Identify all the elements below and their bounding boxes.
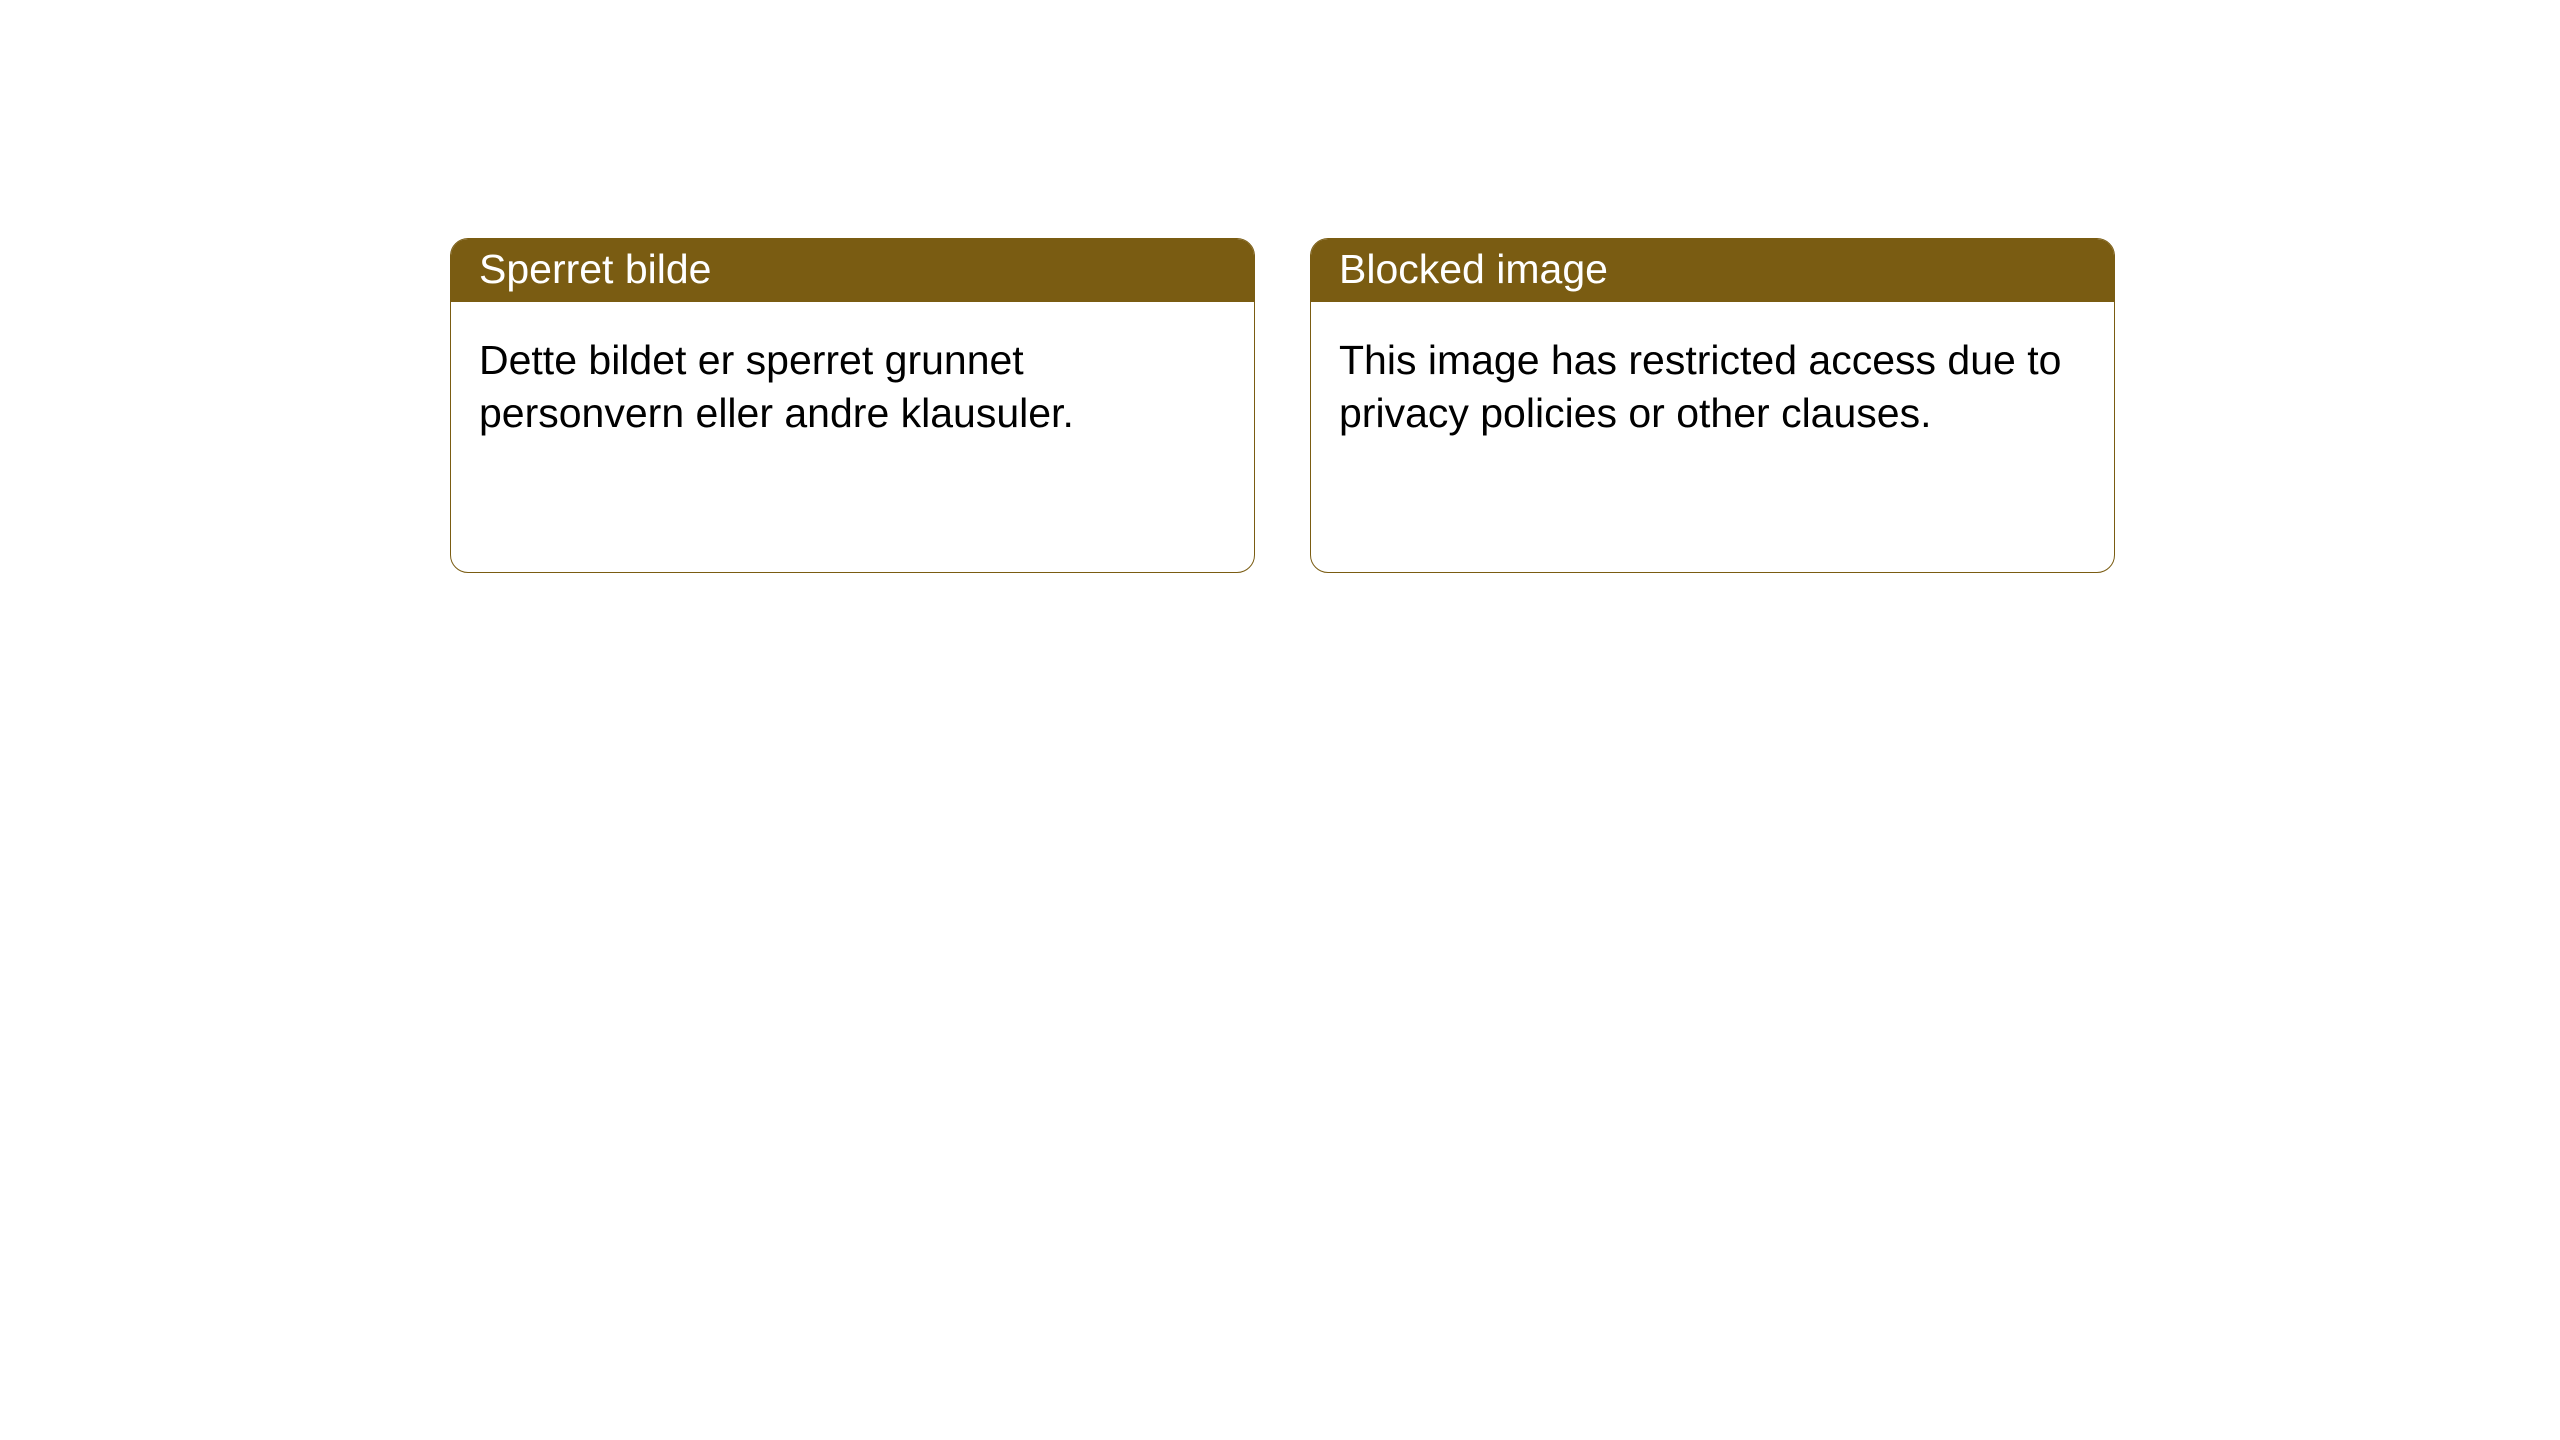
card-title-en: Blocked image: [1311, 239, 2114, 302]
blocked-image-card-no: Sperret bilde Dette bildet er sperret gr…: [450, 238, 1255, 573]
card-title-no: Sperret bilde: [451, 239, 1254, 302]
card-body-no: Dette bildet er sperret grunnet personve…: [451, 302, 1254, 471]
card-body-en: This image has restricted access due to …: [1311, 302, 2114, 471]
blocked-image-cards: Sperret bilde Dette bildet er sperret gr…: [450, 238, 2115, 573]
blocked-image-card-en: Blocked image This image has restricted …: [1310, 238, 2115, 573]
